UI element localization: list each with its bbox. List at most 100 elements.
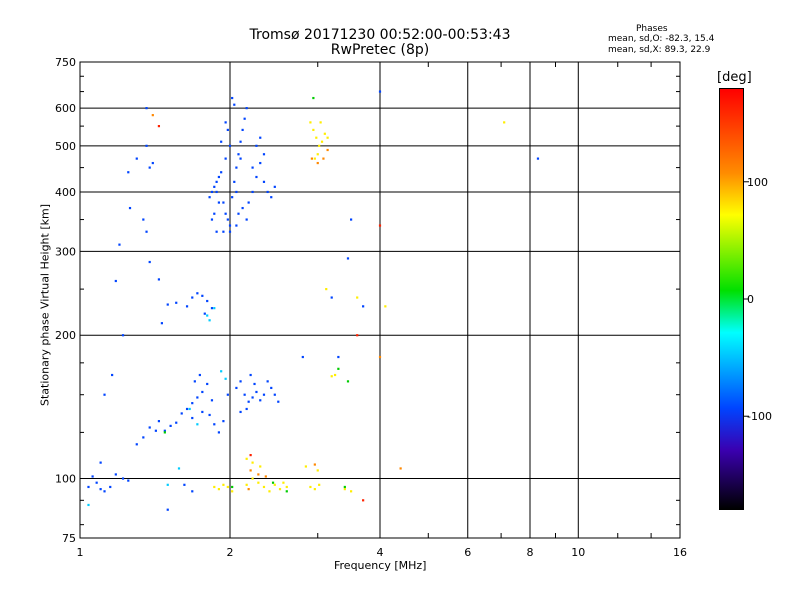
data-point <box>356 334 359 337</box>
data-point <box>175 421 178 424</box>
data-point <box>208 413 211 417</box>
data-point <box>262 180 266 183</box>
data-point <box>213 185 216 188</box>
data-point <box>103 490 106 493</box>
data-point <box>213 307 216 310</box>
data-point <box>239 410 242 414</box>
x-tick-label: 10 <box>571 546 585 559</box>
data-point <box>135 157 138 160</box>
data-point <box>239 157 242 160</box>
data-point <box>249 373 252 377</box>
data-point <box>316 153 319 156</box>
data-point <box>193 380 196 383</box>
data-point <box>262 153 266 156</box>
echo-points <box>87 90 540 511</box>
data-point <box>222 483 225 486</box>
data-point <box>208 319 211 322</box>
data-point <box>121 477 125 480</box>
data-point <box>315 136 318 139</box>
data-point <box>148 426 151 429</box>
data-point <box>330 296 333 299</box>
data-point <box>210 307 214 310</box>
x-tick-label: 16 <box>673 546 687 559</box>
data-point <box>87 485 90 489</box>
data-point <box>273 185 276 188</box>
data-point <box>268 490 271 493</box>
colorbar-tick-label: 0 <box>747 293 754 306</box>
data-point <box>191 296 194 299</box>
data-point <box>343 488 346 491</box>
data-point <box>228 230 232 233</box>
data-point <box>217 175 220 179</box>
data-point <box>215 180 218 183</box>
data-point <box>128 206 132 210</box>
data-point <box>313 463 316 466</box>
data-point <box>185 407 189 411</box>
grid-lines <box>80 62 680 538</box>
data-point <box>247 400 250 403</box>
data-point <box>154 429 157 432</box>
data-point <box>210 218 214 221</box>
chart-title-line2: RwPretec (8p) <box>330 42 430 58</box>
y-tick-label: 600 <box>55 102 76 115</box>
data-point <box>220 140 223 143</box>
data-point <box>127 171 130 174</box>
data-point <box>224 157 227 160</box>
data-point <box>356 296 359 299</box>
data-point <box>95 481 98 484</box>
data-point <box>362 499 365 502</box>
data-point <box>151 114 154 117</box>
data-point <box>228 144 232 147</box>
data-point <box>245 457 248 460</box>
data-point <box>330 375 333 378</box>
data-point <box>235 190 238 194</box>
data-point <box>87 503 90 507</box>
data-point <box>111 373 114 377</box>
y-tick-label: 300 <box>55 245 76 258</box>
data-point <box>228 224 232 227</box>
data-point <box>215 190 218 194</box>
data-point <box>313 157 316 160</box>
data-point <box>210 190 214 194</box>
data-point <box>249 454 252 457</box>
data-point <box>206 382 209 386</box>
data-point <box>217 431 220 434</box>
y-tick-label: 75 <box>62 532 76 545</box>
data-point <box>217 201 220 204</box>
data-point <box>282 481 285 484</box>
data-point <box>220 370 223 373</box>
data-point <box>169 424 172 427</box>
data-point <box>312 128 315 132</box>
colorbar-tick-label: -100 <box>747 410 772 423</box>
data-point <box>243 117 246 120</box>
data-point <box>273 483 276 486</box>
data-point <box>278 488 282 491</box>
phases-x-mode-stats: mean, sd,X: 89.3, 22.9 <box>608 45 711 55</box>
data-point <box>309 485 312 489</box>
colorbar-ticks: 100 0 -100 <box>744 176 772 423</box>
data-point <box>210 399 214 402</box>
data-point <box>166 303 169 306</box>
data-point <box>191 490 194 493</box>
data-point <box>217 488 220 491</box>
data-point <box>198 373 201 377</box>
data-point <box>206 299 209 303</box>
data-point <box>399 467 402 470</box>
data-point <box>166 508 169 511</box>
data-point <box>270 386 273 390</box>
data-point <box>337 355 340 359</box>
data-point <box>536 157 540 160</box>
data-point <box>262 393 266 396</box>
data-point <box>226 393 229 396</box>
y-tick-label: 200 <box>55 329 76 342</box>
data-point <box>91 475 94 478</box>
data-point <box>191 402 194 405</box>
data-point <box>239 380 242 383</box>
data-point <box>309 121 312 124</box>
data-point <box>285 485 288 489</box>
data-point <box>266 190 269 194</box>
data-point <box>224 377 227 380</box>
data-point <box>350 218 353 221</box>
data-point <box>99 488 102 491</box>
data-point <box>245 218 248 221</box>
